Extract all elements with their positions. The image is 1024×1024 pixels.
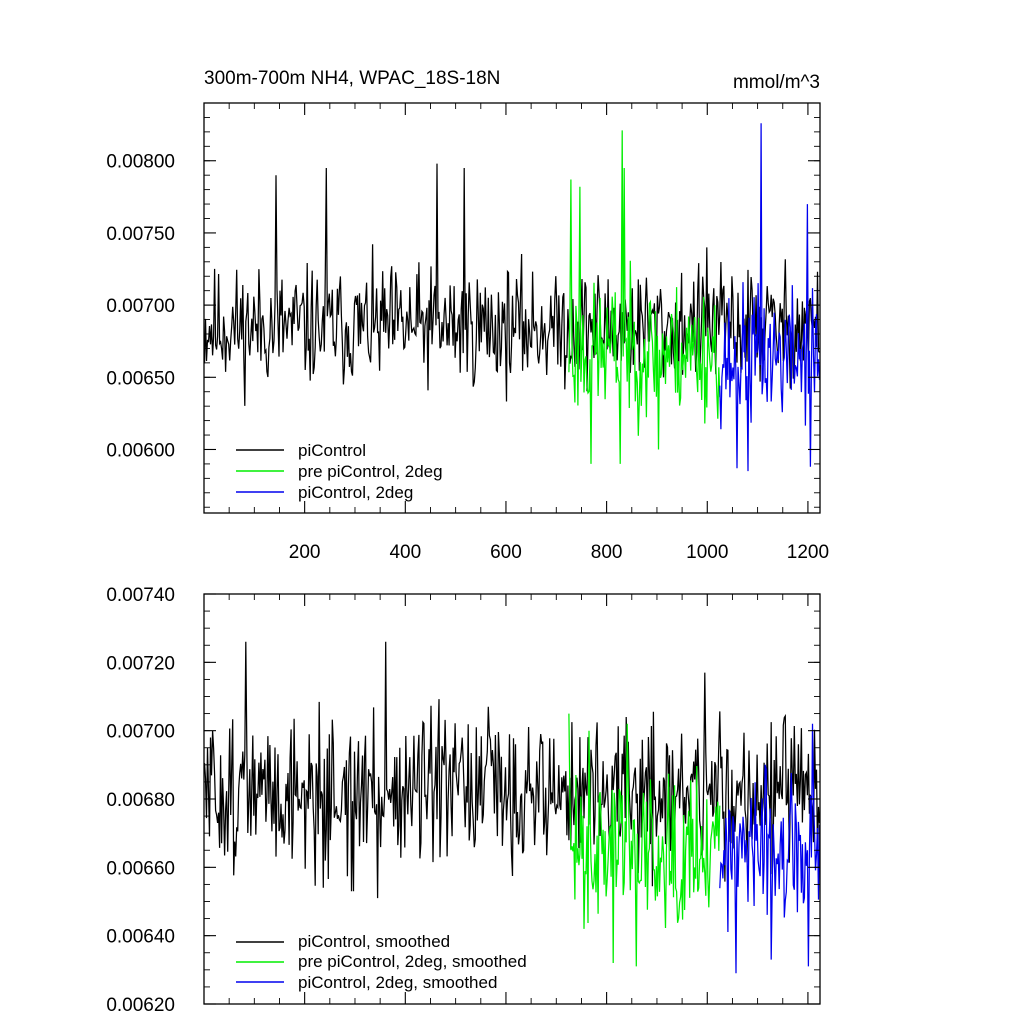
legend-label-picontrol-2deg: piControl, 2deg (298, 483, 413, 502)
bottom-series-group (203, 641, 821, 974)
y-tick-label: 0.00700 (106, 722, 175, 743)
chart-title: 300m-700m NH4, WPAC_18S-18N (204, 68, 500, 89)
series-line-picontrol-2deg (719, 123, 821, 472)
x-tick-label: 800 (591, 542, 623, 563)
series-line-picontrol-2deg-smoothed (719, 723, 821, 974)
units-label: mmol/m^3 (733, 72, 820, 93)
y-tick-label: 0.00620 (106, 995, 175, 1016)
series-line-pre-picontrol-2deg (568, 130, 721, 464)
x-tick-label: 400 (389, 542, 421, 563)
y-tick-label: 0.00660 (106, 858, 175, 879)
legend-label-picontrol-2deg-smoothed: piControl, 2deg, smoothed (298, 973, 497, 992)
series-line-picontrol (203, 163, 821, 406)
y-tick-label: 0.00750 (106, 224, 175, 245)
top-legend: piControl pre piControl, 2deg piControl,… (236, 441, 443, 502)
top-axes: 0.00600 0.00650 0.00700 0.00750 0.00800 200 40… (106, 102, 829, 563)
y-tick-label: 0.00740 (106, 585, 175, 606)
y-tick-label: 0.00800 (106, 152, 175, 173)
y-tick-label: 0.00680 (106, 790, 175, 811)
series-line-pre-picontrol-2deg-smoothed (568, 713, 721, 967)
bottom-panel: 0.00620 0.00640 0.00660 0.00680 0.00700 0.007… (106, 585, 821, 1016)
y-tick-label: 0.00650 (106, 368, 175, 389)
top-series-group (203, 123, 821, 472)
y-tick-label: 0.00700 (106, 296, 175, 317)
x-tick-label: 600 (490, 542, 522, 563)
bottom-axes: 0.00620 0.00640 0.00660 0.00680 0.00700 0.007… (106, 585, 820, 1016)
y-tick-label: 0.00600 (106, 440, 175, 461)
x-tick-label: 1200 (787, 542, 829, 563)
y-tick-label: 0.00720 (106, 653, 175, 674)
legend-label-picontrol-smoothed: piControl, smoothed (298, 932, 450, 951)
x-tick-label: 1000 (686, 542, 728, 563)
top-panel: 300m-700m NH4, WPAC_18S-18N mmol/m^3 0.0… (106, 68, 829, 563)
legend-label-picontrol: piControl (298, 441, 366, 460)
legend-label-pre-picontrol-2deg: pre piControl, 2deg (298, 462, 443, 481)
legend-label-pre-picontrol-2deg-smoothed: pre piControl, 2deg, smoothed (298, 952, 527, 971)
x-tick-label: 200 (289, 542, 321, 563)
y-tick-label: 0.00640 (106, 927, 175, 948)
top-plot-frame (203, 102, 821, 514)
bottom-legend: piControl, smoothed pre piControl, 2deg,… (236, 932, 527, 992)
